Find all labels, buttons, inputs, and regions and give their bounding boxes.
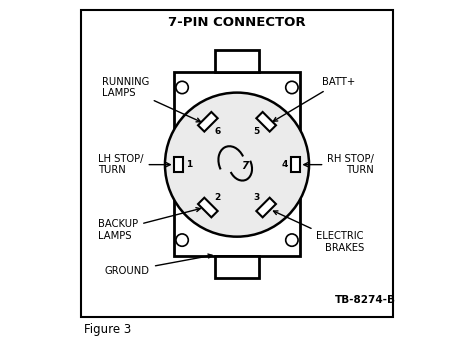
Text: 7: 7 [241,161,248,172]
Circle shape [286,81,298,94]
Text: BATT+: BATT+ [273,77,356,121]
Circle shape [165,93,309,237]
Polygon shape [256,198,276,217]
Text: 6: 6 [214,127,220,136]
Bar [173,72,301,256]
Polygon shape [256,112,276,132]
Text: 5: 5 [254,127,260,136]
Text: ELECTRIC
BRAKES: ELECTRIC BRAKES [273,211,364,252]
Bar [174,157,183,172]
Text: 1: 1 [186,160,192,169]
Text: TB-8274-B: TB-8274-B [335,295,396,305]
Text: BACKUP
LAMPS: BACKUP LAMPS [98,208,200,240]
Circle shape [176,81,188,94]
Text: GROUND: GROUND [105,254,212,276]
Text: 3: 3 [254,193,260,202]
Circle shape [286,234,298,246]
Text: Figure 3: Figure 3 [84,323,132,336]
Bar [81,10,393,317]
Text: 2: 2 [214,193,220,202]
Text: LH STOP/
TURN: LH STOP/ TURN [98,154,170,175]
Text: RH STOP/
TURN: RH STOP/ TURN [304,154,374,175]
Text: RUNNING
LAMPS: RUNNING LAMPS [101,77,201,122]
Circle shape [176,234,188,246]
Text: 4: 4 [282,160,288,169]
Polygon shape [198,198,218,217]
Bar [215,256,259,278]
Bar [215,50,259,72]
Polygon shape [198,112,218,132]
Text: 7-PIN CONNECTOR: 7-PIN CONNECTOR [168,16,306,29]
Bar [291,157,300,172]
